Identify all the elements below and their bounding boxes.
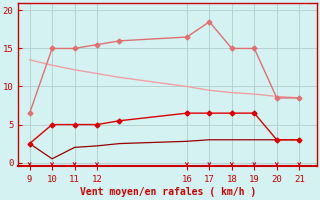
X-axis label: Vent moyen/en rafales ( km/h ): Vent moyen/en rafales ( km/h ): [80, 187, 256, 197]
